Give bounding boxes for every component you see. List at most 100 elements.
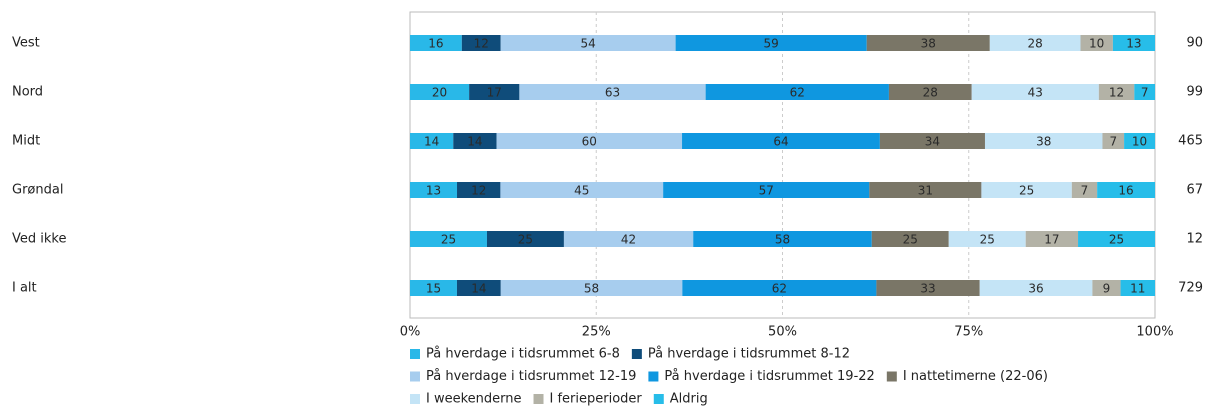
data-label: 7: [1081, 184, 1089, 198]
legend-swatch: [886, 371, 897, 382]
bar-segment: [682, 133, 880, 149]
bar-segment: [500, 182, 664, 198]
data-label: 10: [1089, 37, 1104, 51]
legend-swatch: [410, 349, 420, 359]
data-label: 13: [1126, 37, 1141, 51]
bar-segment: [1078, 231, 1155, 247]
data-label: 58: [584, 282, 599, 296]
bar-segment: [675, 35, 867, 51]
legend-swatch: [410, 394, 420, 404]
data-label: 16: [1118, 184, 1133, 198]
bar-segment: [663, 182, 870, 198]
data-label: 14: [424, 135, 439, 149]
bar-segment: [519, 84, 706, 100]
category-label: Grøndal: [12, 183, 63, 198]
data-label: 25: [1019, 184, 1034, 198]
legend-label: På hverdage i tidsrummet 19-22: [664, 369, 874, 384]
data-label: 12: [1109, 86, 1124, 100]
data-label: 12: [474, 37, 489, 51]
data-label: 45: [574, 184, 589, 198]
bar-segment: [989, 35, 1081, 51]
bar-segment: [1134, 84, 1155, 100]
legend-label: På hverdage i tidsrummet 12-19: [426, 369, 636, 384]
bar-segment: [682, 280, 877, 296]
bar-segment: [869, 182, 982, 198]
x-tick-label: 0%: [400, 325, 421, 340]
bar-segment: [486, 231, 564, 247]
bar-segment: [981, 182, 1072, 198]
legend-label: Aldrig: [670, 392, 708, 407]
data-label: 31: [918, 184, 933, 198]
data-label: 36: [1028, 282, 1043, 296]
bar-segment: [410, 84, 470, 100]
data-label: 20: [432, 86, 447, 100]
bar-segment: [1097, 182, 1155, 198]
data-label: 25: [1109, 233, 1124, 247]
n-value: 90: [1186, 36, 1203, 51]
bar-segment: [469, 84, 520, 100]
legend-label: I ferieperioder: [550, 392, 643, 407]
x-tick-label: 25%: [582, 325, 611, 340]
bar-segment: [453, 133, 497, 149]
data-label: 38: [921, 37, 936, 51]
n-value: 67: [1186, 183, 1203, 198]
bar-segment: [1102, 133, 1125, 149]
data-label: 25: [903, 233, 918, 247]
data-label: 12: [471, 184, 486, 198]
data-label: 63: [605, 86, 620, 100]
x-tick-label: 50%: [768, 325, 797, 340]
n-value: 99: [1186, 85, 1203, 100]
bar-segment: [1092, 280, 1121, 296]
data-label: 7: [1109, 135, 1117, 149]
data-label: 9: [1103, 282, 1111, 296]
bar-segment: [1120, 280, 1155, 296]
legend-swatch: [653, 394, 664, 404]
bar-segment: [461, 35, 501, 51]
category-label: Midt: [12, 134, 40, 149]
bar-segment: [879, 133, 985, 149]
bar-segment: [876, 280, 980, 296]
data-label: 25: [980, 233, 995, 247]
bar-segment: [1098, 84, 1135, 100]
n-value: 12: [1186, 232, 1203, 247]
category-label: Vest: [12, 36, 40, 51]
bar-segment: [979, 280, 1093, 296]
data-label: 34: [925, 135, 940, 149]
data-label: 11: [1130, 282, 1145, 296]
bar-segment: [457, 182, 501, 198]
bar-segment: [888, 84, 972, 100]
data-label: 17: [1044, 233, 1059, 247]
data-label: 13: [426, 184, 441, 198]
bar-segment: [693, 231, 872, 247]
data-label: 17: [487, 86, 502, 100]
data-label: 25: [441, 233, 456, 247]
bar-segment: [984, 133, 1103, 149]
bar-segment: [1080, 35, 1113, 51]
x-tick-label: 100%: [1136, 325, 1173, 340]
bar-segment: [948, 231, 1026, 247]
legend-swatch: [410, 371, 420, 382]
data-label: 42: [621, 233, 636, 247]
legend-label: I weekenderne: [426, 392, 522, 407]
data-label: 15: [426, 282, 441, 296]
data-label: 16: [428, 37, 443, 51]
bar-segment: [563, 231, 694, 247]
data-label: 28: [1028, 37, 1043, 51]
bar-segment: [410, 231, 487, 247]
data-label: 33: [920, 282, 935, 296]
legend-swatch: [533, 394, 544, 404]
n-value: 729: [1178, 281, 1203, 296]
legend-swatch: [648, 371, 659, 382]
data-label: 62: [772, 282, 787, 296]
bar-segment: [500, 35, 676, 51]
bar-segment: [1025, 231, 1079, 247]
data-label: 64: [773, 135, 788, 149]
bar-segment: [971, 84, 1099, 100]
bar-segment: [705, 84, 889, 100]
bar-segment: [871, 231, 949, 247]
data-label: 60: [582, 135, 597, 149]
data-label: 54: [581, 37, 596, 51]
legend-label: I nattetimerne (22-06): [903, 369, 1048, 384]
bar-segment: [410, 182, 458, 198]
data-label: 58: [775, 233, 790, 247]
